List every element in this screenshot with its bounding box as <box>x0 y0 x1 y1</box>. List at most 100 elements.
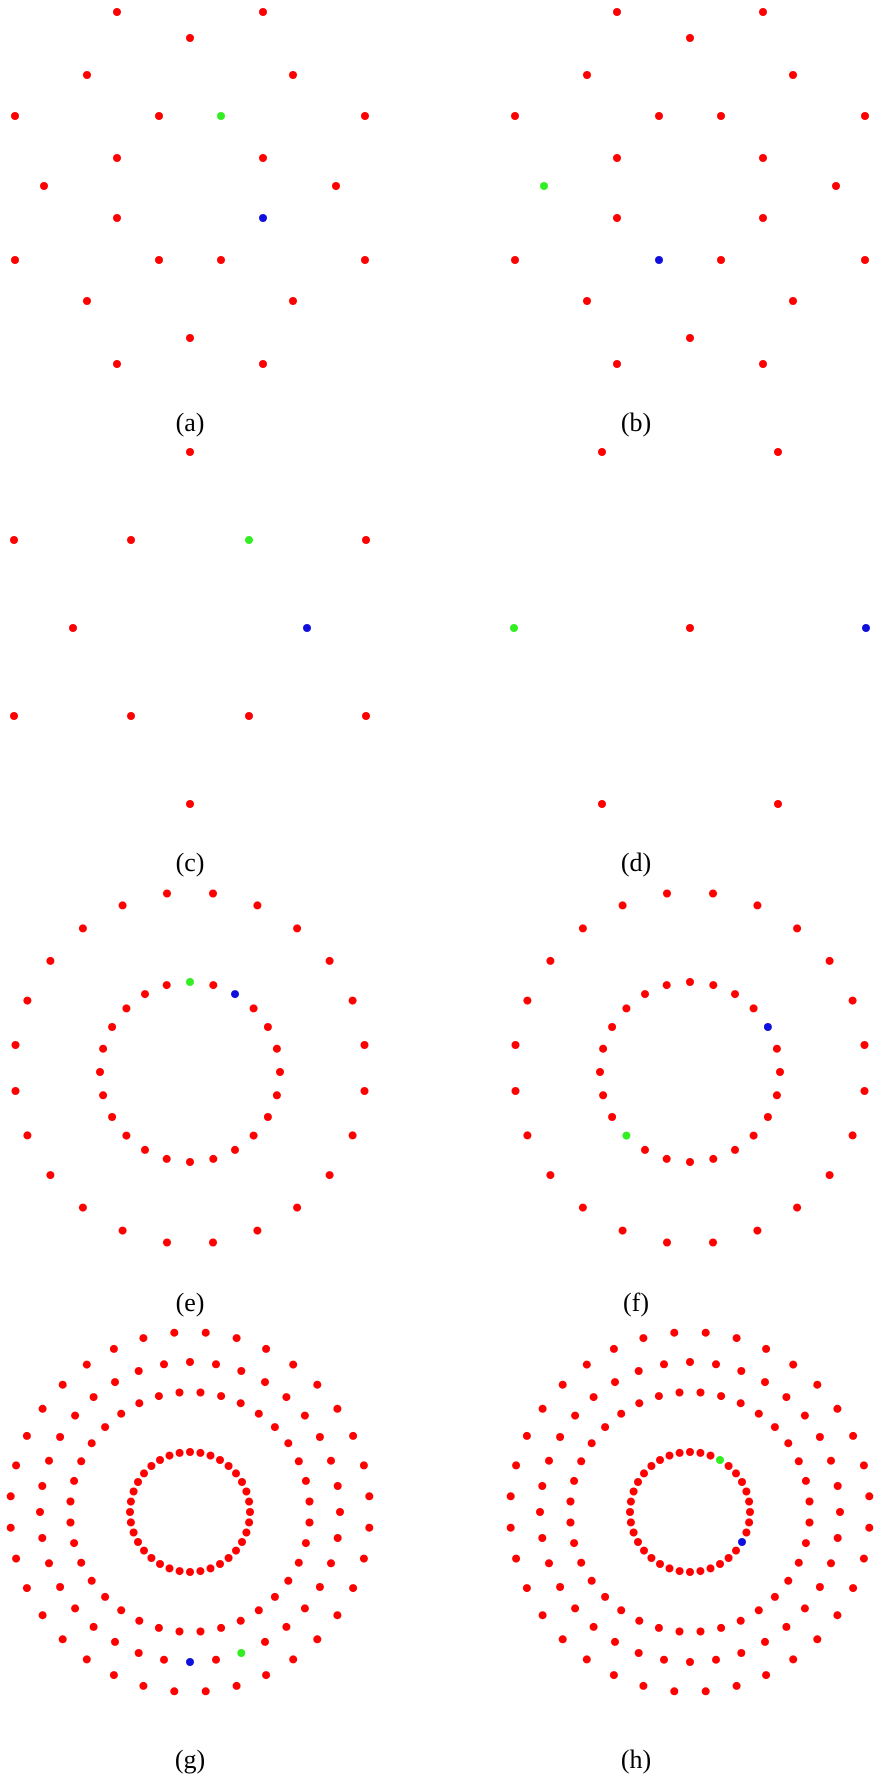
lattice-point <box>332 182 340 190</box>
lattice-point <box>66 1518 75 1527</box>
lattice-point <box>36 1508 44 1516</box>
lattice-point <box>294 1558 303 1567</box>
lattice-point <box>686 978 694 986</box>
lattice-point <box>313 1380 322 1389</box>
lattice-point <box>236 1399 245 1408</box>
lattice-point <box>749 1004 758 1013</box>
lattice-point <box>589 1622 598 1631</box>
lattice-point <box>640 1546 648 1555</box>
lattice-point <box>512 1554 521 1563</box>
lattice-point <box>736 1616 745 1625</box>
lattice-point <box>294 1457 303 1466</box>
lattice-point <box>601 1592 610 1601</box>
lattice-point <box>134 1478 142 1486</box>
lattice-point <box>754 1606 763 1615</box>
lattice-point <box>77 1558 86 1567</box>
caption-b: (b) <box>621 408 651 437</box>
lattice-point <box>111 1378 119 1387</box>
lattice-point <box>865 1523 874 1532</box>
lattice-point <box>833 1611 842 1620</box>
lattice-point <box>289 297 297 305</box>
lattice-point <box>327 1456 335 1465</box>
lattice-point <box>571 1604 580 1613</box>
lattice-point <box>577 1558 586 1567</box>
lattice-point <box>745 1518 754 1527</box>
second-marker-point <box>862 624 870 632</box>
lattice-point <box>101 1423 110 1432</box>
lattice-point <box>608 1023 617 1031</box>
lattice-point <box>78 924 87 933</box>
lattice-point <box>254 1409 263 1418</box>
lattice-point <box>38 1404 47 1413</box>
lattice-point <box>333 1482 342 1490</box>
lattice-point <box>536 1508 544 1516</box>
lattice-point <box>639 1681 648 1690</box>
lattice-point <box>759 154 767 162</box>
lattice-point <box>617 1409 626 1418</box>
lattice-point <box>609 1344 618 1353</box>
lattice-point <box>242 1528 251 1537</box>
lattice-point <box>696 1567 705 1576</box>
lattice-point <box>156 1560 164 1568</box>
lattice-point <box>232 1546 240 1555</box>
lattice-point <box>737 1367 746 1375</box>
lattice-point <box>348 996 357 1005</box>
first-marker-point <box>217 112 225 120</box>
lattice-point <box>78 1203 87 1212</box>
lattice-point <box>793 1203 802 1212</box>
lattice-point <box>160 1360 168 1369</box>
lattice-point <box>589 1393 598 1402</box>
lattice-point <box>635 1616 644 1625</box>
lattice-point <box>566 1497 575 1506</box>
lattice-point <box>134 1649 143 1657</box>
lattice-point <box>511 1087 520 1095</box>
lattice-point <box>140 1546 148 1555</box>
lattice-point <box>245 712 253 720</box>
lattice-point <box>545 1559 553 1568</box>
lattice-point <box>545 1456 553 1465</box>
lattice-point <box>523 1131 532 1140</box>
first-marker-point <box>186 978 194 986</box>
lattice-point <box>224 1554 233 1562</box>
first-marker-point <box>237 1649 246 1657</box>
lattice-point <box>587 1439 596 1448</box>
caption-a: (a) <box>176 408 205 437</box>
lattice-point <box>709 1238 717 1247</box>
lattice-point <box>582 1360 591 1369</box>
lattice-point <box>656 1560 664 1568</box>
lattice-point <box>770 1423 779 1432</box>
lattice-point <box>113 8 121 16</box>
lattice-point <box>647 1554 656 1562</box>
lattice-point <box>861 112 869 120</box>
lattice-point <box>815 1433 824 1441</box>
lattice-point <box>10 712 18 720</box>
lattice-point <box>566 1518 575 1527</box>
lattice-point <box>217 1623 226 1632</box>
lattice-point <box>209 1154 218 1163</box>
lattice-point <box>186 1568 194 1576</box>
lattice-point <box>254 1606 263 1615</box>
lattice-point <box>71 1411 80 1420</box>
lattice-point <box>618 901 627 910</box>
lattice-point <box>827 1559 835 1568</box>
panel-d <box>510 448 870 808</box>
lattice-point <box>325 956 334 965</box>
lattice-point <box>325 1171 334 1180</box>
second-marker-point <box>738 1538 746 1546</box>
lattice-point <box>761 1637 769 1646</box>
lattice-point <box>139 1334 148 1343</box>
lattice-point <box>774 800 782 808</box>
lattice-point <box>12 1554 21 1563</box>
lattice-point <box>69 624 77 632</box>
lattice-point <box>170 1328 179 1337</box>
lattice-point <box>46 956 55 965</box>
lattice-point <box>784 1439 793 1448</box>
lattice-point <box>716 1560 724 1568</box>
lattice-point <box>165 1451 174 1460</box>
lattice-point <box>639 1334 648 1343</box>
lattice-point <box>38 1534 47 1542</box>
lattice-point <box>270 1592 279 1601</box>
lattice-point <box>113 154 121 162</box>
lattice-point <box>701 1687 710 1696</box>
lattice-point <box>87 1439 96 1448</box>
